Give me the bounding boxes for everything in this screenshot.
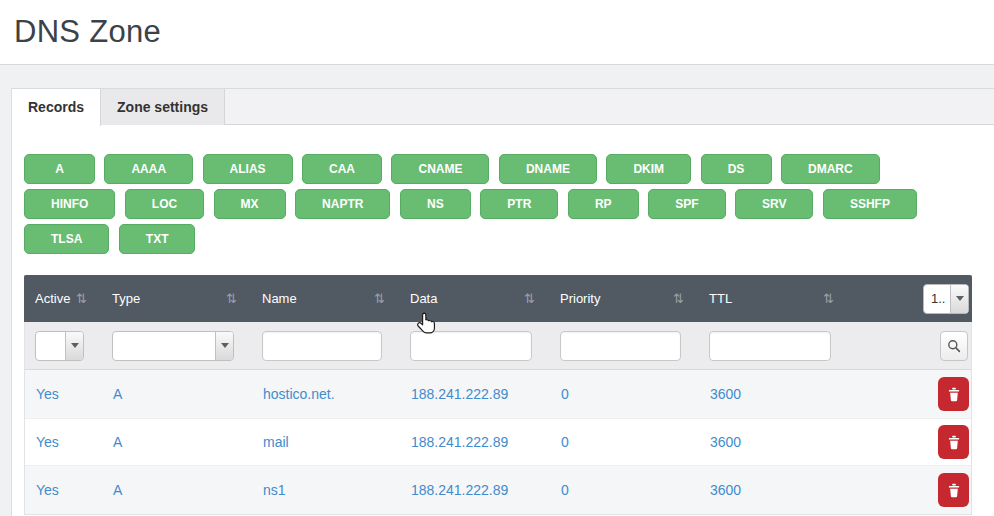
record-name-value[interactable]: hostico.net. [263,386,335,402]
column-header-type[interactable]: Type ⇅ [101,275,251,322]
record-type-value[interactable]: A [113,386,122,402]
add-record-button-dmarc[interactable]: DMARC [781,154,880,184]
add-record-button-loc[interactable]: LOC [125,189,204,219]
table-row: Yes A hostico.net. 188.241.222.89 0 3600 [25,370,971,418]
record-type-value[interactable]: A [113,482,122,498]
record-ttl-value[interactable]: 3600 [710,386,741,402]
add-record-button-rp[interactable]: RP [568,189,639,219]
column-header-data[interactable]: Data ⇅ [399,275,549,322]
sort-icon[interactable]: ⇅ [76,291,87,306]
page-header: DNS Zone [0,0,994,65]
table-header-row: Active ⇅ Type ⇅ Name ⇅ Data ⇅ [24,275,972,322]
record-name-value[interactable]: mail [263,434,289,450]
tab-zone-settings[interactable]: Zone settings [101,89,225,125]
sort-icon[interactable]: ⇅ [823,291,834,306]
record-priority-value[interactable]: 0 [561,386,569,402]
record-name-value[interactable]: ns1 [263,482,286,498]
ttl-filter-input[interactable] [709,331,831,361]
add-record-button-naptr[interactable]: NAPTR [295,189,390,219]
add-record-button-spf[interactable]: SPF [648,189,725,219]
delete-record-button[interactable] [938,377,969,411]
record-active-value[interactable]: Yes [36,434,59,450]
record-data-value[interactable]: 188.241.222.89 [411,386,508,402]
add-record-button-cname[interactable]: CNAME [391,154,489,184]
trash-icon [947,387,961,402]
active-filter-select[interactable] [35,331,84,361]
add-record-button-ds[interactable]: DS [701,154,772,184]
add-record-button-ptr[interactable]: PTR [480,189,558,219]
sort-icon[interactable]: ⇅ [226,291,237,306]
add-record-button-dname[interactable]: DNAME [499,154,597,184]
sort-icon[interactable]: ⇅ [374,291,385,306]
record-active-value[interactable]: Yes [36,386,59,402]
record-priority-value[interactable]: 0 [561,482,569,498]
tab-records[interactable]: Records [12,89,101,126]
column-header-active[interactable]: Active ⇅ [24,275,101,322]
records-table: Active ⇅ Type ⇅ Name ⇅ Data ⇅ [24,275,972,515]
add-record-button-tlsa[interactable]: TLSA [24,224,109,254]
table-header-actions-cell: 1.. [848,275,972,322]
priority-filter-input[interactable] [560,331,681,361]
record-type-value[interactable]: A [113,434,122,450]
sort-icon[interactable]: ⇅ [673,291,684,306]
table-row: Yes A mail 188.241.222.89 0 3600 [25,418,971,466]
add-record-button-aaaa[interactable]: AAAA [104,154,193,184]
page-title: DNS Zone [0,0,994,50]
filter-row [25,322,971,370]
table-row: Yes A ns1 188.241.222.89 0 3600 [25,466,971,514]
record-ttl-value[interactable]: 3600 [710,482,741,498]
record-active-value[interactable]: Yes [36,482,59,498]
pagination-select[interactable]: 1.. [923,284,969,314]
trash-icon [947,435,961,450]
add-record-button-ns[interactable]: NS [400,189,471,219]
add-record-button-caa[interactable]: CAA [302,154,382,184]
column-header-name[interactable]: Name ⇅ [251,275,399,322]
record-data-value[interactable]: 188.241.222.89 [411,434,508,450]
pagination-value: 1.. [924,285,950,313]
column-header-priority[interactable]: Priority ⇅ [549,275,698,322]
chevron-down-icon [215,332,233,360]
tab-bar: Records Zone settings [12,89,994,125]
record-type-button-row-2: HINFO LOC MX NAPTR NS PTR RP SPF SRV SSH… [24,189,982,219]
trash-icon [947,483,961,498]
name-filter-input[interactable] [262,331,382,361]
search-button[interactable] [940,331,968,361]
add-record-button-a[interactable]: A [24,154,95,184]
add-record-button-srv[interactable]: SRV [735,189,813,219]
type-filter-select[interactable] [112,331,234,361]
search-icon [947,339,961,353]
add-record-button-alias[interactable]: ALIAS [203,154,293,184]
records-tab-content: A AAAA ALIAS CAA CNAME DNAME DKIM DS DMA… [12,125,994,515]
page-body: Records Zone settings A AAAA ALIAS CAA C… [0,65,994,516]
record-priority-value[interactable]: 0 [561,434,569,450]
record-ttl-value[interactable]: 3600 [710,434,741,450]
delete-record-button[interactable] [938,473,969,507]
data-filter-input[interactable] [410,331,532,361]
add-record-button-hinfo[interactable]: HINFO [24,189,115,219]
record-data-value[interactable]: 188.241.222.89 [411,482,508,498]
chevron-down-icon [950,285,968,313]
sort-icon[interactable]: ⇅ [524,291,535,306]
column-header-ttl[interactable]: TTL ⇅ [698,275,848,322]
add-record-button-dkim[interactable]: DKIM [606,154,691,184]
record-type-button-row-1: A AAAA ALIAS CAA CNAME DNAME DKIM DS DMA… [24,154,982,184]
add-record-button-sshfp[interactable]: SSHFP [823,189,917,219]
chevron-down-icon [65,332,83,360]
record-type-button-row-3: TLSA TXT [24,224,982,254]
delete-record-button[interactable] [938,425,969,459]
add-record-button-mx[interactable]: MX [214,189,286,219]
add-record-button-txt[interactable]: TXT [119,224,196,254]
dns-zone-panel: Records Zone settings A AAAA ALIAS CAA C… [11,88,994,516]
